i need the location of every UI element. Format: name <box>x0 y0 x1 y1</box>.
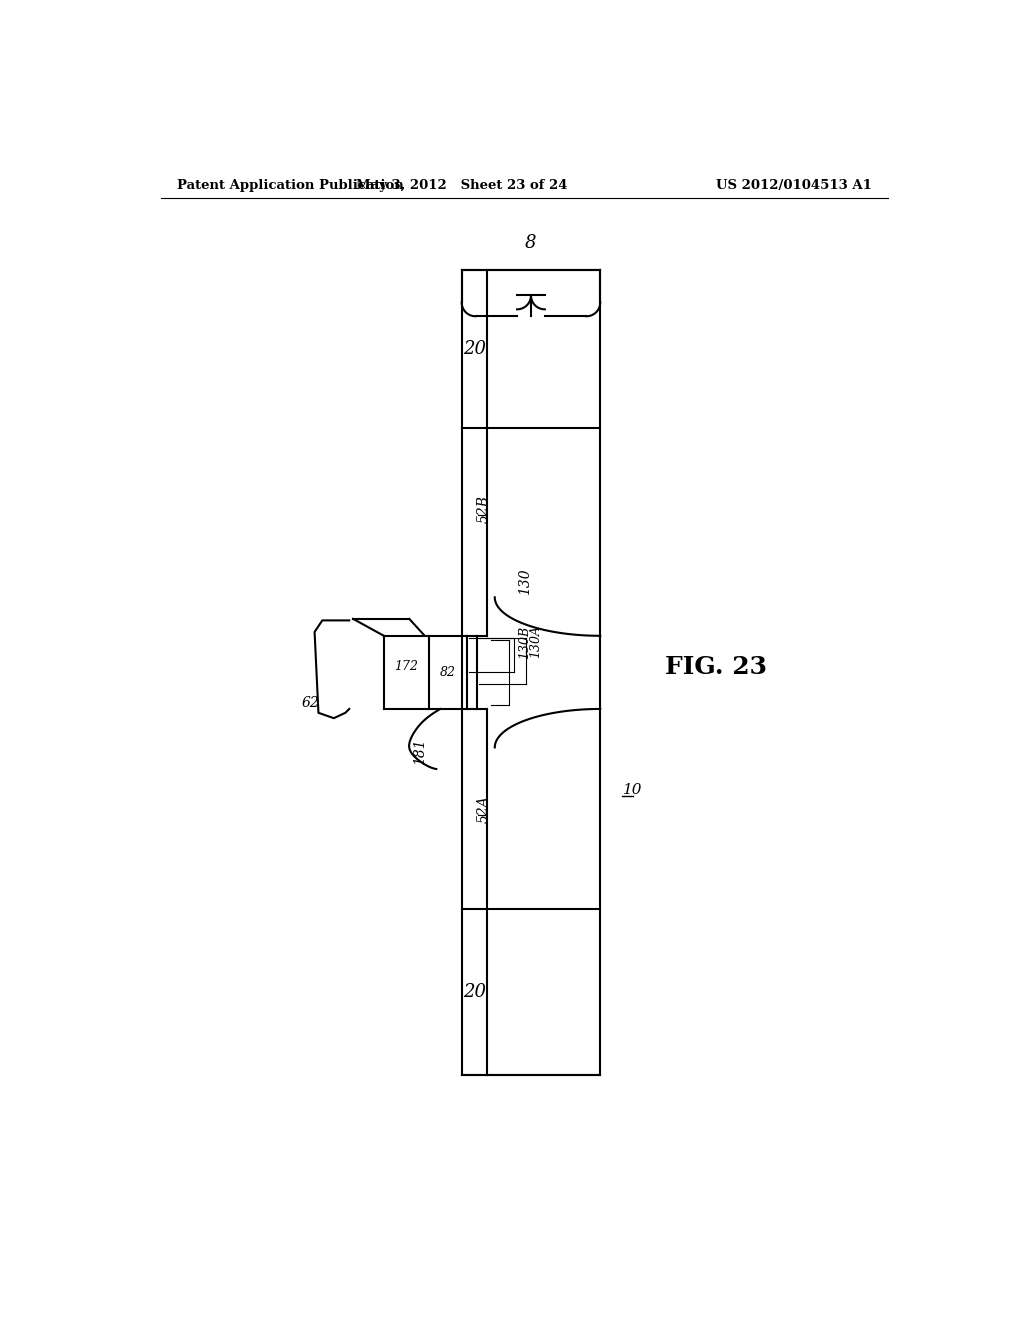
Text: 52B: 52B <box>476 495 490 523</box>
Text: 52A: 52A <box>476 795 490 822</box>
Text: 10: 10 <box>624 783 643 797</box>
Text: 20: 20 <box>463 341 485 358</box>
Text: 20: 20 <box>463 983 485 1001</box>
Text: 130B: 130B <box>518 626 530 659</box>
Text: FIG. 23: FIG. 23 <box>665 655 767 678</box>
Text: 82: 82 <box>439 665 456 678</box>
Text: 181: 181 <box>413 738 427 764</box>
Text: May 3, 2012   Sheet 23 of 24: May 3, 2012 Sheet 23 of 24 <box>356 178 567 191</box>
Text: 62: 62 <box>302 696 319 710</box>
Text: Patent Application Publication: Patent Application Publication <box>177 178 403 191</box>
Text: 130A: 130A <box>529 626 543 659</box>
Text: 130: 130 <box>518 569 531 595</box>
Text: 8: 8 <box>525 234 537 252</box>
Text: 172: 172 <box>394 660 418 673</box>
Text: US 2012/0104513 A1: US 2012/0104513 A1 <box>716 178 871 191</box>
